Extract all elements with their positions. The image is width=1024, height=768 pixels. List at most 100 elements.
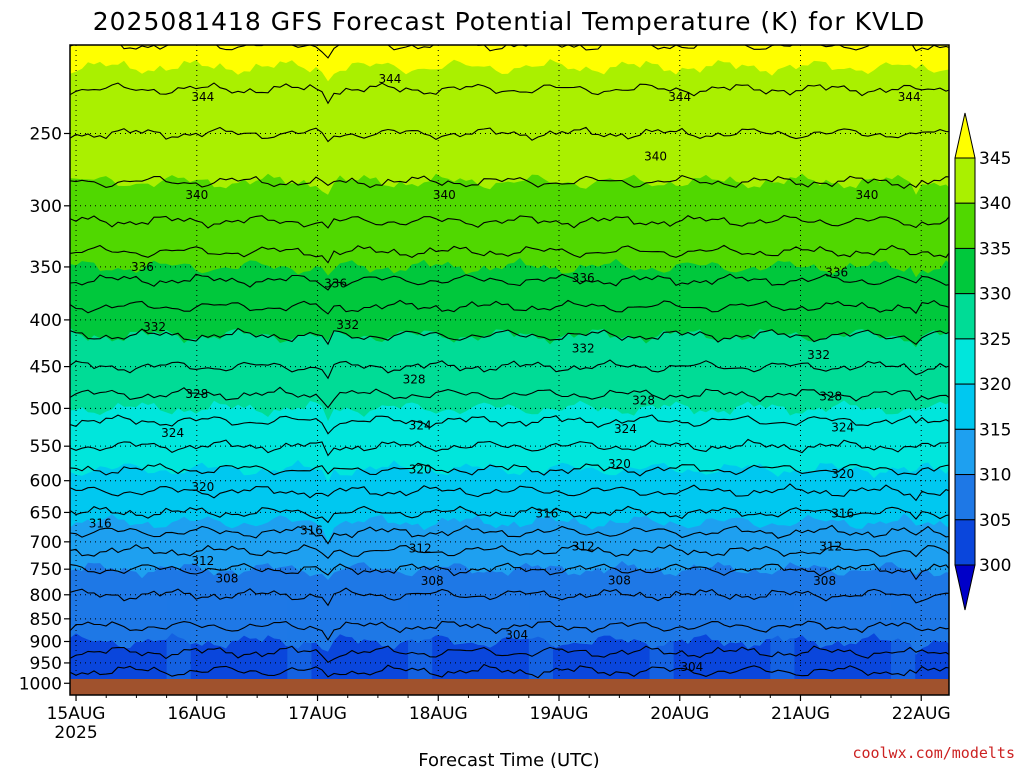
contour-302 (70, 663, 949, 679)
contour-label-22: 324 (614, 422, 637, 436)
contour-label-25: 320 (409, 462, 432, 476)
contour-label-14: 332 (572, 342, 595, 356)
contour-label-19: 328 (819, 389, 842, 403)
contour-label-3: 344 (898, 90, 921, 104)
y-tick-label-350: 350 (30, 258, 62, 278)
colorbar-seg-0 (954, 157, 976, 204)
contour-label-10: 336 (572, 271, 595, 285)
contour-label-6: 340 (433, 188, 456, 202)
y-tick-label-950: 950 (30, 654, 62, 674)
contour-label-0: 344 (191, 90, 214, 104)
y-tick-label-650: 650 (30, 503, 62, 523)
colorbar-label-330: 330 (979, 285, 1011, 305)
colorbar-extend-top (954, 112, 976, 159)
contour-label-16: 328 (185, 387, 208, 401)
contour-label-12: 332 (143, 320, 166, 334)
colorbar-seg-3 (954, 293, 976, 340)
contour-340 (70, 174, 949, 189)
y-tick-label-850: 850 (30, 610, 62, 630)
contour-328 (70, 359, 949, 380)
contour-label-4: 340 (644, 150, 667, 164)
colorbar-seg-2 (954, 247, 976, 295)
contour-label-36: 308 (216, 572, 239, 586)
contour-304 (70, 645, 949, 663)
colorbar-extend-bottom (954, 564, 976, 611)
y-tick-label-700: 700 (30, 533, 62, 553)
contour-label-9: 336 (324, 277, 347, 291)
contour-322 (70, 438, 949, 457)
contour-label-18: 328 (632, 393, 655, 407)
x-tick-label-0: 15AUG (47, 704, 106, 724)
y-tick-label-900: 900 (30, 632, 62, 652)
y-tick-label-600: 600 (30, 472, 62, 492)
contour-338 (70, 214, 949, 229)
mixed-layer-5 (770, 599, 795, 679)
contour-label-31: 316 (831, 507, 854, 521)
colorbar: 345 340 335 330 325 320 315 310 305 300 (954, 112, 1011, 611)
x-tick-label-3: 18AUG (409, 704, 468, 724)
contour-label-33: 312 (409, 542, 432, 556)
contour-342 (70, 126, 949, 143)
colorbar-label-345: 345 (979, 149, 1011, 169)
colorbar-seg-6 (954, 428, 976, 476)
y-tick-label-750: 750 (30, 560, 62, 580)
colorbar-label-320: 320 (979, 375, 1011, 395)
contour-label-26: 320 (608, 457, 631, 471)
contour-label-7: 340 (855, 188, 878, 202)
credit-link[interactable]: coolwx.com/modelts (852, 744, 1015, 762)
x-tick-label-1: 16AUG (167, 704, 226, 724)
contour-320 (70, 462, 949, 477)
mixed-layer-1 (287, 599, 312, 679)
y-tick-label-400: 400 (30, 311, 62, 331)
contour-label-40: 304 (505, 628, 528, 642)
contour-308 (70, 587, 949, 607)
contour-label-24: 320 (191, 480, 214, 494)
contour-label-28: 316 (89, 516, 112, 530)
contour-label-8: 336 (131, 260, 154, 274)
contour-label-2: 344 (668, 90, 691, 104)
contour-label-29: 316 (300, 523, 323, 537)
contour-314 (70, 524, 949, 545)
contour-336 (70, 244, 949, 264)
x-tick-sublabel-0: 2025 (54, 723, 97, 743)
contour-label-21: 324 (409, 418, 432, 432)
mixed-layer-2 (408, 599, 433, 679)
plot-frame (69, 44, 950, 696)
contour-label-23: 324 (831, 421, 854, 435)
contour-label-34: 312 (572, 539, 595, 553)
colorbar-label-340: 340 (979, 194, 1011, 214)
contour-326 (70, 386, 949, 409)
contour-label-38: 308 (608, 574, 631, 588)
colorbar-label-305: 305 (979, 511, 1011, 531)
y-tick-label-550: 550 (30, 437, 62, 457)
x-tick-label-4: 19AUG (530, 704, 589, 724)
contour-label-15: 332 (807, 348, 830, 362)
contour-label-37: 308 (421, 574, 444, 588)
colorbar-seg-7 (954, 474, 976, 521)
y-tick-label-800: 800 (30, 586, 62, 606)
contour-label-11: 336 (825, 266, 848, 280)
colorbar-label-315: 315 (979, 420, 1011, 440)
x-axis-label: Forecast Time (UTC) (418, 750, 599, 768)
y-tick-label-450: 450 (30, 358, 62, 378)
contour-label-41: 304 (680, 660, 703, 674)
colorbar-seg-8 (954, 519, 976, 566)
colorbar-label-325: 325 (979, 330, 1011, 350)
contour-label-17: 328 (403, 373, 426, 387)
x-tick-label-7: 22AUG (892, 704, 951, 724)
ground-strip (70, 679, 949, 695)
y-tick-label-500: 500 (30, 399, 62, 419)
y-tick-label-250: 250 (30, 124, 62, 144)
contour-label-13: 332 (336, 318, 359, 332)
colorbar-seg-4 (954, 338, 976, 385)
colorbar-seg-1 (954, 202, 976, 249)
contour-310 (70, 562, 949, 581)
x-tick-label-5: 20AUG (650, 704, 709, 724)
contour-334 (70, 273, 949, 291)
contour-label-1: 344 (379, 72, 402, 86)
chart-title: 2025081418 GFS Forecast Potential Temper… (93, 7, 926, 36)
contour-330 (70, 327, 949, 346)
